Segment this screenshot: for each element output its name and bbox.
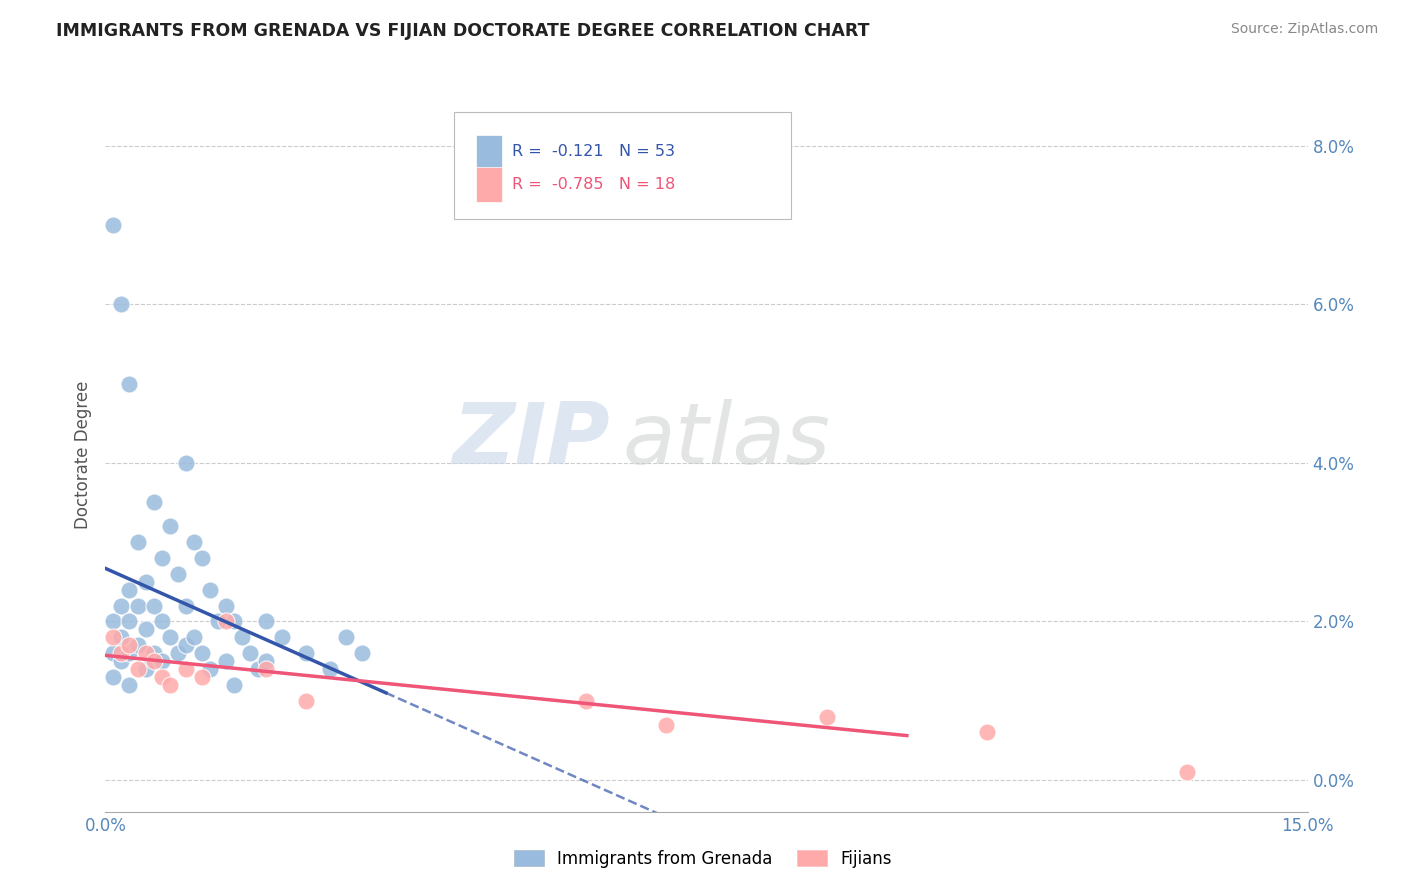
Point — [198, 662, 221, 676]
Point — [319, 662, 342, 676]
Point — [198, 582, 221, 597]
Point — [270, 630, 292, 644]
Point — [254, 662, 277, 676]
Point — [231, 630, 253, 644]
Point — [127, 599, 149, 613]
Point — [127, 662, 149, 676]
Point — [295, 646, 318, 660]
Text: atlas: atlas — [623, 399, 831, 483]
Point — [214, 599, 236, 613]
Point — [166, 566, 188, 581]
Point — [295, 694, 318, 708]
Point — [214, 615, 236, 629]
Point — [159, 519, 181, 533]
Point — [142, 654, 165, 668]
Point — [103, 670, 125, 684]
Point — [239, 646, 262, 660]
Text: Source: ZipAtlas.com: Source: ZipAtlas.com — [1230, 22, 1378, 37]
Point — [222, 678, 245, 692]
Point — [118, 376, 141, 391]
Point — [190, 646, 212, 660]
Point — [103, 218, 125, 232]
Text: R =  -0.121   N = 53: R = -0.121 N = 53 — [512, 145, 675, 160]
Point — [166, 646, 188, 660]
Point — [183, 535, 205, 549]
Point — [142, 646, 165, 660]
Point — [183, 630, 205, 644]
Point — [246, 662, 269, 676]
Point — [142, 495, 165, 509]
Point — [1177, 765, 1199, 780]
Point — [159, 630, 181, 644]
Point — [118, 615, 141, 629]
Point — [174, 599, 197, 613]
Point — [207, 615, 229, 629]
Point — [110, 630, 132, 644]
Point — [118, 582, 141, 597]
Point — [150, 654, 173, 668]
Point — [190, 670, 212, 684]
Text: IMMIGRANTS FROM GRENADA VS FIJIAN DOCTORATE DEGREE CORRELATION CHART: IMMIGRANTS FROM GRENADA VS FIJIAN DOCTOR… — [56, 22, 870, 40]
Point — [150, 670, 173, 684]
Bar — [475, 168, 502, 202]
FancyBboxPatch shape — [454, 112, 790, 219]
Point — [174, 638, 197, 652]
Point — [135, 574, 157, 589]
Point — [103, 646, 125, 660]
Point — [103, 615, 125, 629]
Point — [135, 646, 157, 660]
Point — [150, 551, 173, 566]
Point — [110, 297, 132, 311]
Point — [976, 725, 998, 739]
Point — [135, 623, 157, 637]
Point — [150, 615, 173, 629]
Point — [190, 551, 212, 566]
Point — [254, 654, 277, 668]
Point — [118, 638, 141, 652]
Legend: Immigrants from Grenada, Fijians: Immigrants from Grenada, Fijians — [508, 844, 898, 875]
Point — [214, 654, 236, 668]
Point — [135, 662, 157, 676]
Text: R =  -0.785   N = 18: R = -0.785 N = 18 — [512, 177, 675, 192]
Point — [110, 654, 132, 668]
Point — [127, 638, 149, 652]
Text: ZIP: ZIP — [453, 399, 610, 483]
Point — [254, 615, 277, 629]
Point — [142, 599, 165, 613]
Point — [174, 456, 197, 470]
Point — [815, 709, 838, 723]
Y-axis label: Doctorate Degree: Doctorate Degree — [73, 381, 91, 529]
Point — [118, 646, 141, 660]
Point — [103, 630, 125, 644]
Point — [110, 646, 132, 660]
Point — [575, 694, 598, 708]
Point — [174, 662, 197, 676]
Point — [335, 630, 357, 644]
Point — [655, 717, 678, 731]
Point — [110, 599, 132, 613]
Point — [127, 535, 149, 549]
Point — [350, 646, 373, 660]
Point — [159, 678, 181, 692]
Bar — [475, 135, 502, 169]
Point — [118, 678, 141, 692]
Point — [222, 615, 245, 629]
